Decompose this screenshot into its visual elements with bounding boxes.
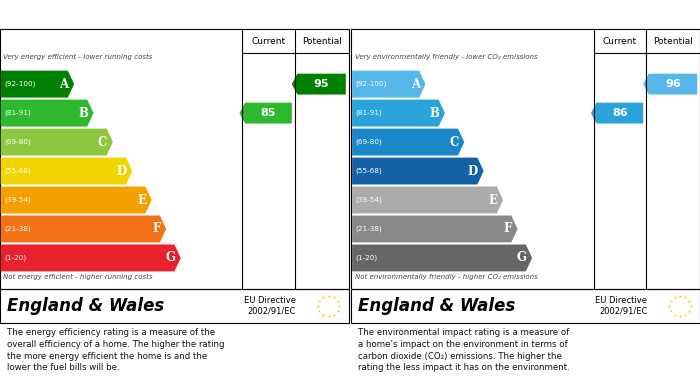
Text: EU Directive
2002/91/EC: EU Directive 2002/91/EC [596,296,648,316]
Text: England & Wales: England & Wales [7,297,164,315]
Polygon shape [239,103,292,124]
Text: (39-54): (39-54) [356,197,382,203]
Text: (21-38): (21-38) [356,226,382,232]
Text: F: F [504,222,512,235]
Text: Current: Current [251,36,286,45]
Polygon shape [1,129,113,156]
Polygon shape [352,71,426,98]
Polygon shape [1,158,132,185]
Text: F: F [153,222,160,235]
Polygon shape [352,187,503,213]
Text: A: A [60,78,69,91]
Polygon shape [352,100,445,127]
Text: 96: 96 [665,79,681,89]
Text: Potential: Potential [653,36,693,45]
Text: Potential: Potential [302,36,342,45]
Polygon shape [1,100,94,127]
Text: Very environmentally friendly - lower CO₂ emissions: Very environmentally friendly - lower CO… [355,54,538,60]
Text: (39-54): (39-54) [4,197,31,203]
Text: B: B [429,107,440,120]
Polygon shape [643,74,697,95]
Polygon shape [1,187,152,213]
Polygon shape [292,74,346,95]
Text: (92-100): (92-100) [356,81,387,87]
Text: (1-20): (1-20) [356,255,378,261]
Text: Very energy efficient - lower running costs: Very energy efficient - lower running co… [4,54,153,60]
Text: A: A [411,78,420,91]
Text: (81-91): (81-91) [356,110,382,117]
Text: Environmental Impact (CO₂) Rating: Environmental Impact (CO₂) Rating [356,8,589,21]
Polygon shape [352,158,484,185]
Text: (21-38): (21-38) [4,226,31,232]
Text: The environmental impact rating is a measure of
a home's impact on the environme: The environmental impact rating is a mea… [358,328,570,373]
Text: 95: 95 [314,79,329,89]
Text: (55-68): (55-68) [356,168,382,174]
Text: Not environmentally friendly - higher CO₂ emissions: Not environmentally friendly - higher CO… [355,274,538,280]
Text: Not energy efficient - higher running costs: Not energy efficient - higher running co… [4,274,153,280]
Text: B: B [78,107,88,120]
Text: (55-68): (55-68) [4,168,31,174]
Text: (69-80): (69-80) [4,139,31,145]
Text: The energy efficiency rating is a measure of the
overall efficiency of a home. T: The energy efficiency rating is a measur… [7,328,225,373]
Text: E: E [489,194,498,206]
Text: G: G [517,251,526,264]
Text: D: D [116,165,127,178]
Text: G: G [165,251,175,264]
Text: Current: Current [603,36,637,45]
Text: D: D [468,165,478,178]
Text: 86: 86 [612,108,628,118]
Polygon shape [591,103,643,124]
Text: C: C [449,136,459,149]
Text: 85: 85 [260,108,276,118]
Polygon shape [352,244,532,271]
Text: (69-80): (69-80) [356,139,382,145]
Polygon shape [352,129,464,156]
Text: (92-100): (92-100) [4,81,36,87]
Text: (81-91): (81-91) [4,110,31,117]
Polygon shape [1,244,181,271]
Text: (1-20): (1-20) [4,255,27,261]
Polygon shape [1,71,74,98]
Text: EU Directive
2002/91/EC: EU Directive 2002/91/EC [244,296,296,316]
Text: England & Wales: England & Wales [358,297,516,315]
Polygon shape [1,215,166,242]
Polygon shape [352,215,517,242]
Text: Energy Efficiency Rating: Energy Efficiency Rating [5,8,168,21]
Text: C: C [98,136,107,149]
Text: E: E [137,194,146,206]
